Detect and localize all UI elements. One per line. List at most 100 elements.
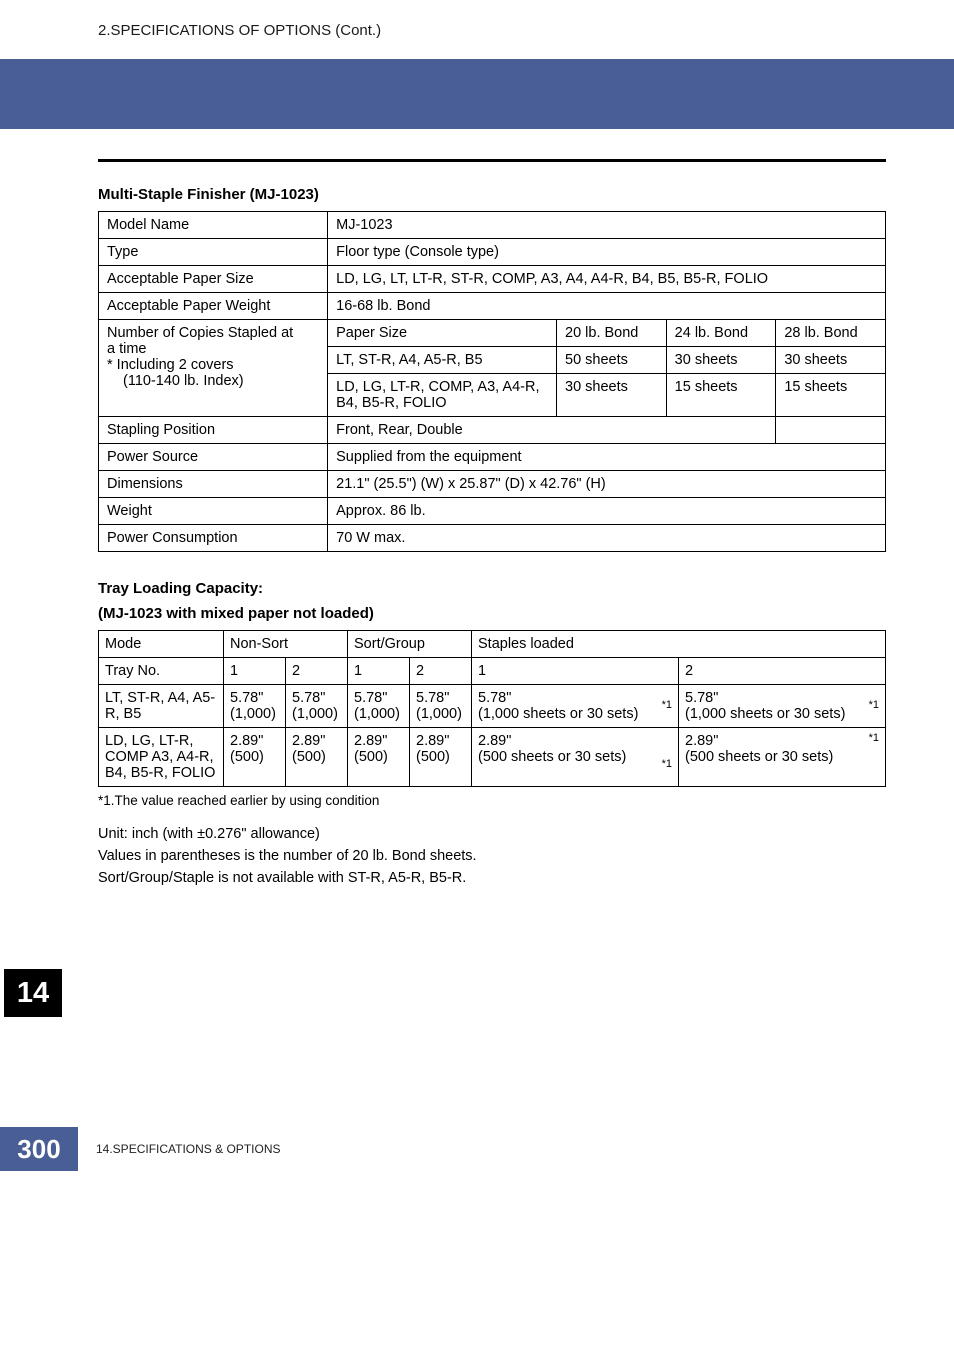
cell-value: LD, LG, LT, LT-R, ST-R, COMP, A3, A4, A4… bbox=[328, 266, 886, 293]
text: (1,000) bbox=[292, 706, 338, 722]
divider bbox=[98, 159, 886, 162]
footer: 14 300 14.SPECIFICATIONS & OPTIONS bbox=[0, 969, 954, 1171]
footnote-ref: *1 bbox=[662, 699, 672, 711]
capacity-table: Mode Non-Sort Sort/Group Staples loaded … bbox=[98, 630, 886, 787]
cell-header: Sort/Group bbox=[348, 631, 472, 658]
page-footer: 300 14.SPECIFICATIONS & OPTIONS bbox=[0, 1127, 954, 1171]
footer-text: 14.SPECIFICATIONS & OPTIONS bbox=[78, 1142, 280, 1156]
cell-label: Stapling Position bbox=[99, 417, 328, 444]
cell-value: LD, LG, LT-R, COMP, A3, A4-R, B4, B5-R, … bbox=[328, 374, 557, 417]
text: (500) bbox=[292, 749, 326, 765]
cell-value: Front, Rear, Double bbox=[328, 417, 776, 444]
footnote-ref: *1 bbox=[869, 732, 879, 744]
cell-label: Power Source bbox=[99, 444, 328, 471]
cell-value: 2.89"(500) bbox=[410, 728, 472, 787]
cell-label: Power Consumption bbox=[99, 525, 328, 552]
text: 5.78" bbox=[230, 690, 263, 706]
section2-title-2: (MJ-1023 with mixed paper not loaded) bbox=[98, 605, 886, 622]
cell-value: 21.1" (25.5") (W) x 25.87" (D) x 42.76" … bbox=[328, 471, 886, 498]
text: 5.78" bbox=[478, 690, 511, 706]
spec-table: Model Name MJ-1023 Type Floor type (Cons… bbox=[98, 211, 886, 552]
text: (110-140 lb. Index) bbox=[107, 373, 244, 389]
text: 5.78" bbox=[416, 690, 449, 706]
cell-value: 50 sheets bbox=[557, 347, 667, 374]
table-row: Type Floor type (Console type) bbox=[99, 239, 886, 266]
text: (1,000) bbox=[416, 706, 462, 722]
cell-header: 1 bbox=[472, 658, 679, 685]
cell-header: Tray No. bbox=[99, 658, 224, 685]
main-content: Multi-Staple Finisher (MJ-1023) Model Na… bbox=[0, 129, 954, 889]
text: 2.89" bbox=[292, 733, 325, 749]
table-row: LT, ST-R, A4, A5-R, B5 5.78"(1,000) 5.78… bbox=[99, 685, 886, 728]
cell-subhead: 28 lb. Bond bbox=[776, 320, 886, 347]
table-row: Acceptable Paper Weight 16-68 lb. Bond bbox=[99, 293, 886, 320]
cell-value: 5.78"(1,000) bbox=[410, 685, 472, 728]
cell-value: Floor type (Console type) bbox=[328, 239, 886, 266]
cell-value: MJ-1023 bbox=[328, 212, 886, 239]
text: 5.78" bbox=[292, 690, 325, 706]
footnote-ref: *1 bbox=[662, 758, 672, 770]
page-number: 300 bbox=[0, 1127, 78, 1171]
running-head: 2.SPECIFICATIONS OF OPTIONS (Cont.) bbox=[0, 0, 954, 39]
text: (500) bbox=[230, 749, 264, 765]
text: 2.89" bbox=[478, 733, 511, 749]
cell-value: 30 sheets bbox=[776, 347, 886, 374]
text: * Including 2 covers bbox=[107, 357, 234, 373]
cell-header: 2 bbox=[286, 658, 348, 685]
cell-header: 2 bbox=[679, 658, 886, 685]
cell-empty bbox=[776, 417, 886, 444]
cell-value: 2.89"(500 sheets or 30 sets) *1 bbox=[472, 728, 679, 787]
cell-header: 1 bbox=[224, 658, 286, 685]
cell-value: 2.89"(500) bbox=[224, 728, 286, 787]
cell-subhead: 20 lb. Bond bbox=[557, 320, 667, 347]
cell-value: 30 sheets bbox=[557, 374, 667, 417]
cell-value: LT, ST-R, A4, A5-R, B5 bbox=[328, 347, 557, 374]
cell-value: Approx. 86 lb. bbox=[328, 498, 886, 525]
cell-label: Number of Copies Stapled at a time * Inc… bbox=[99, 320, 328, 417]
text: (1,000 sheets or 30 sets) bbox=[685, 706, 845, 722]
table-row: Tray No. 1 2 1 2 1 2 bbox=[99, 658, 886, 685]
text: Number of Copies Stapled at bbox=[107, 325, 293, 341]
table-row: Dimensions 21.1" (25.5") (W) x 25.87" (D… bbox=[99, 471, 886, 498]
text: (1,000) bbox=[230, 706, 276, 722]
cell-label: Acceptable Paper Size bbox=[99, 266, 328, 293]
table-row: Power Consumption 70 W max. bbox=[99, 525, 886, 552]
cell-header: 1 bbox=[348, 658, 410, 685]
text: a time bbox=[107, 341, 147, 357]
text: (1,000 sheets or 30 sets) bbox=[478, 706, 638, 722]
note-line: Values in parentheses is the number of 2… bbox=[98, 846, 886, 868]
chapter-number: 14 bbox=[4, 969, 62, 1017]
cell-header: Non-Sort bbox=[224, 631, 348, 658]
table-row: Mode Non-Sort Sort/Group Staples loaded bbox=[99, 631, 886, 658]
cell-value: Supplied from the equipment bbox=[328, 444, 886, 471]
text: (500 sheets or 30 sets) bbox=[478, 749, 626, 765]
cell-value: 5.78"(1,000 sheets or 30 sets) *1 bbox=[472, 685, 679, 728]
table-row: LD, LG, LT-R, COMP A3, A4-R, B4, B5-R, F… bbox=[99, 728, 886, 787]
cell-value: 30 sheets bbox=[666, 347, 776, 374]
cell-value: 5.78"(1,000 sheets or 30 sets)*1 bbox=[679, 685, 886, 728]
cell-header: Mode bbox=[99, 631, 224, 658]
cell-value: 2.89"(500) bbox=[286, 728, 348, 787]
cell-label: LD, LG, LT-R, COMP A3, A4-R, B4, B5-R, F… bbox=[99, 728, 224, 787]
section2-title-1: Tray Loading Capacity: bbox=[98, 580, 886, 597]
cell-subhead: Paper Size bbox=[328, 320, 557, 347]
table-row: Stapling Position Front, Rear, Double bbox=[99, 417, 886, 444]
cell-value: 15 sheets bbox=[666, 374, 776, 417]
cell-value: 2.89"(500 sheets or 30 sets)*1 bbox=[679, 728, 886, 787]
cell-label: Acceptable Paper Weight bbox=[99, 293, 328, 320]
cell-value: 70 W max. bbox=[328, 525, 886, 552]
footnote-ref: *1 bbox=[869, 699, 879, 711]
notes: Unit: inch (with ±0.276" allowance) Valu… bbox=[98, 824, 886, 889]
footnote: *1.The value reached earlier by using co… bbox=[98, 793, 886, 808]
text: 5.78" bbox=[354, 690, 387, 706]
cell-label: Weight bbox=[99, 498, 328, 525]
section1-title: Multi-Staple Finisher (MJ-1023) bbox=[98, 186, 886, 203]
text: (500) bbox=[354, 749, 388, 765]
cell-subhead: 24 lb. Bond bbox=[666, 320, 776, 347]
table-row: Number of Copies Stapled at a time * Inc… bbox=[99, 320, 886, 347]
note-line: Sort/Group/Staple is not available with … bbox=[98, 868, 886, 890]
cell-label: LT, ST-R, A4, A5-R, B5 bbox=[99, 685, 224, 728]
text: 2.89" bbox=[230, 733, 263, 749]
cell-value: 5.78"(1,000) bbox=[286, 685, 348, 728]
header-band bbox=[0, 59, 954, 129]
